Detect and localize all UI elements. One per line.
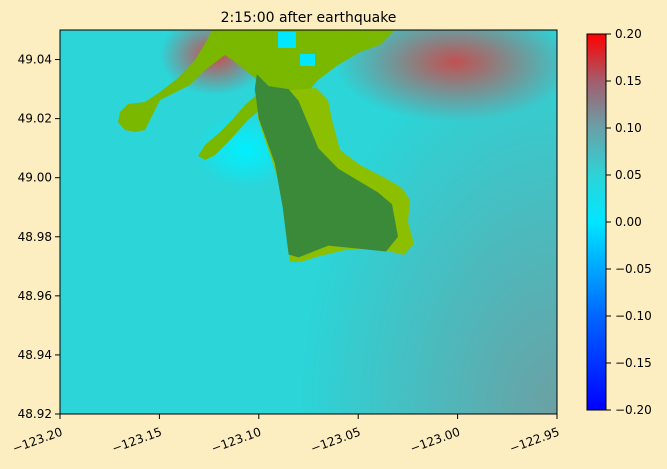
upper-water-gap-2 [300, 54, 315, 66]
colorbar-tick-label: −0.05 [615, 262, 652, 276]
x-axis: −123.20 −123.15 −123.10 −123.05 −123.00 −122.… [11, 414, 562, 456]
y-axis: 48.92 48.94 48.96 48.98 49.00 49.02 49.04 [18, 53, 60, 421]
mainland-land [118, 30, 395, 160]
y-tick-label: 48.94 [18, 348, 52, 362]
colorbar-tick-label: −0.20 [615, 403, 652, 417]
x-tick-label: −123.20 [11, 425, 65, 456]
x-tick-label: −122.95 [508, 425, 562, 456]
x-tick-label: −123.05 [309, 425, 363, 456]
chart-title: 2:15:00 after earthquake [221, 10, 397, 26]
colorbar-tick-label: 0.10 [615, 121, 642, 135]
colorbar-ticks: 0.20 0.15 0.10 0.05 0.00 −0.05 −0.10 −0.15 −0.20 [606, 27, 652, 417]
y-tick-label: 48.96 [18, 289, 52, 303]
x-tick-label: −123.15 [110, 425, 164, 456]
colorbar-tick-label: −0.15 [615, 356, 652, 370]
colorbar-tick-label: 0.15 [615, 74, 642, 88]
y-tick-label: 49.02 [18, 112, 52, 126]
colorbar-tick-label: 0.05 [615, 168, 642, 182]
island-land [254, 74, 398, 258]
x-tick-label: −123.00 [408, 425, 462, 456]
y-tick-label: 49.00 [18, 171, 52, 185]
y-tick-label: 48.92 [18, 407, 52, 421]
colorbar-tick-label: 0.20 [615, 27, 642, 41]
colorbar: 0.20 0.15 0.10 0.05 0.00 −0.05 −0.10 −0.15 −0.20 [586, 27, 652, 417]
plot-area [60, 30, 557, 414]
colorbar-gradient [586, 33, 607, 411]
upper-water-gap [278, 32, 296, 48]
north-high-water [335, 30, 557, 122]
x-tick-label: −123.10 [209, 425, 263, 456]
plot-frame [59, 29, 558, 415]
colorbar-tick-label: −0.10 [615, 309, 652, 323]
colorbar-tick-label: 0.00 [615, 215, 642, 229]
y-tick-label: 48.98 [18, 230, 52, 244]
y-tick-label: 49.04 [18, 53, 52, 67]
